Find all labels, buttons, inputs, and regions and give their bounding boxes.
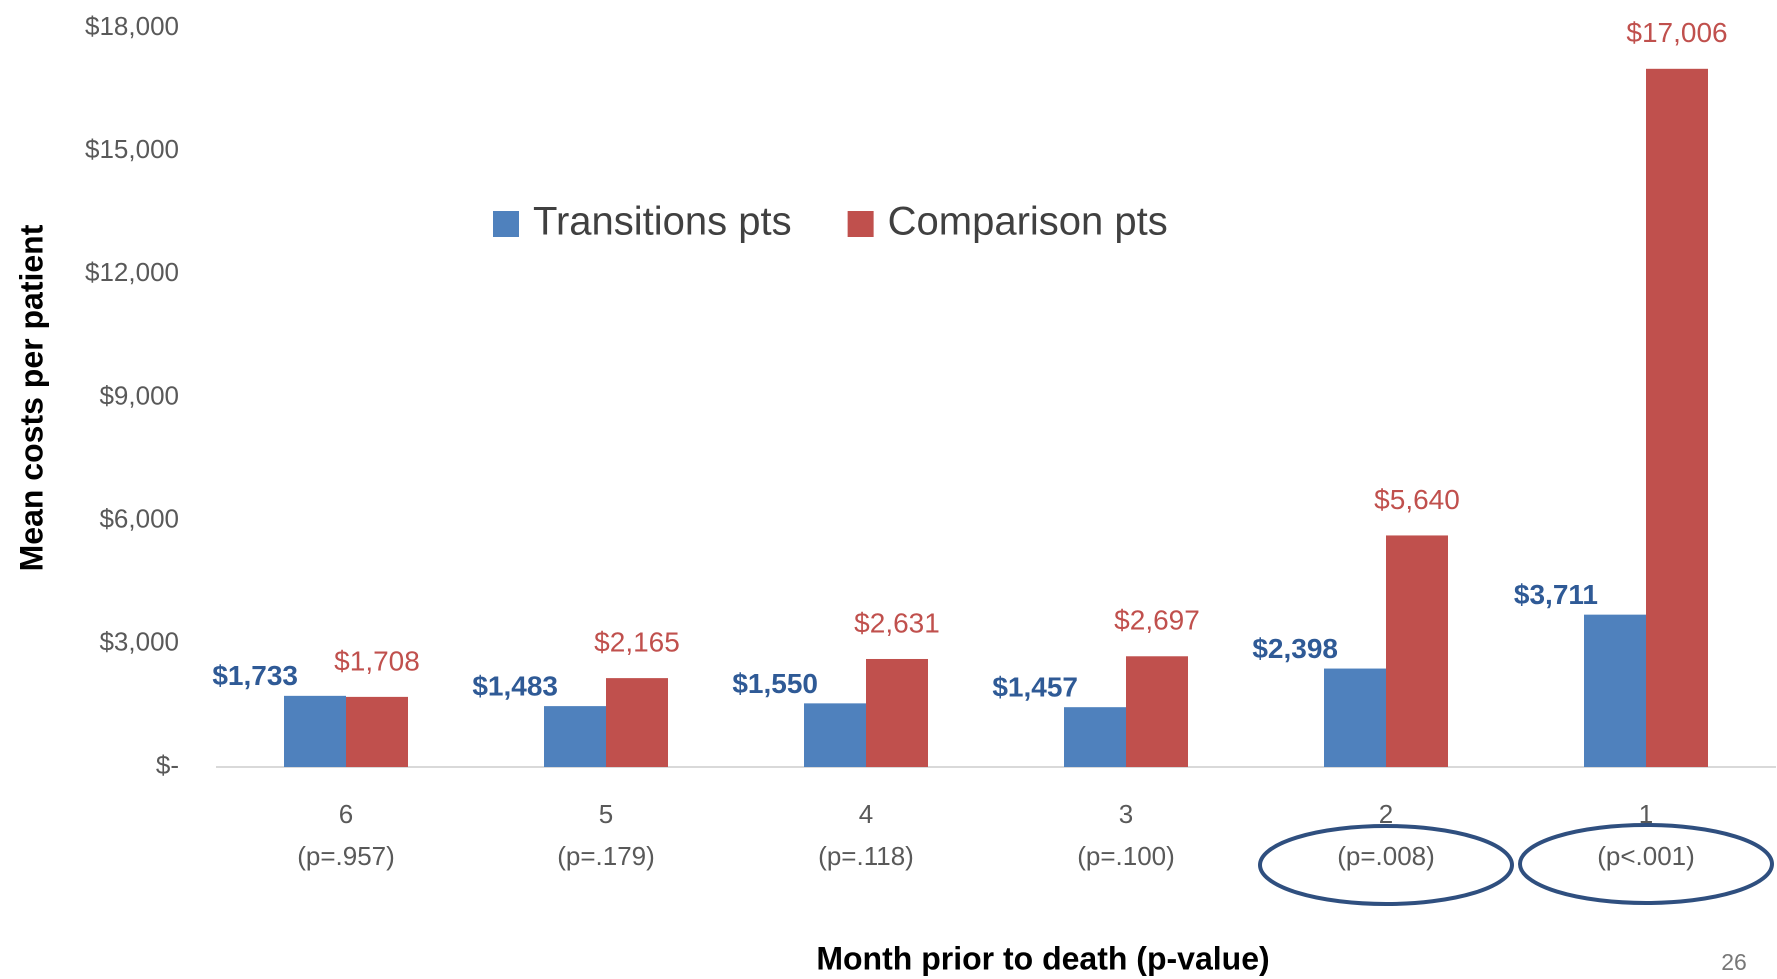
- bar: [284, 695, 346, 767]
- x-tick-label: 2: [1379, 799, 1393, 829]
- data-label: $2,398: [1252, 633, 1338, 664]
- bar: [1324, 668, 1386, 767]
- y-tick-label: $9,000: [99, 380, 179, 410]
- bar: [544, 706, 606, 767]
- x-tick-label: 6: [339, 799, 353, 829]
- data-label: $3,711: [1514, 579, 1598, 610]
- bar: [1064, 707, 1126, 767]
- highlight-ellipse: [1258, 824, 1514, 906]
- bar: [346, 696, 408, 767]
- data-label: $5,640: [1374, 484, 1460, 515]
- data-label: $1,457: [992, 672, 1078, 703]
- x-tick-sublabel: (p=.179): [557, 841, 655, 871]
- x-tick-sublabel: (p=.008): [1337, 841, 1435, 871]
- data-label: $1,708: [334, 645, 420, 676]
- legend-label: Transitions pts: [533, 200, 792, 244]
- bar: [804, 703, 866, 767]
- x-tick-label: 3: [1119, 799, 1133, 829]
- x-tick-label: 5: [599, 799, 613, 829]
- y-tick-label: $18,000: [85, 11, 179, 41]
- y-tick-label: $3,000: [99, 627, 179, 657]
- bar: [606, 678, 668, 767]
- x-tick-label: 4: [859, 799, 873, 829]
- x-tick-label: 1: [1639, 799, 1653, 829]
- x-tick-sublabel: (p<.001): [1597, 841, 1695, 871]
- data-label: $1,483: [472, 671, 558, 702]
- x-tick-sublabel: (p=.957): [297, 841, 395, 871]
- y-tick-label: $12,000: [85, 257, 179, 287]
- data-label: $2,631: [854, 607, 940, 638]
- data-label: $1,733: [212, 660, 298, 691]
- data-label: $2,697: [1114, 605, 1200, 636]
- data-label: $2,165: [594, 627, 680, 658]
- bar: [866, 658, 928, 767]
- bar: [1646, 68, 1708, 768]
- bar: [1584, 614, 1646, 767]
- y-tick-label: $15,000: [85, 134, 179, 164]
- data-label: $17,006: [1626, 17, 1727, 48]
- legend-label: Comparison pts: [888, 200, 1168, 244]
- legend-swatch: [847, 211, 874, 237]
- x-axis-title: Month prior to death (p-value): [816, 940, 1269, 976]
- x-tick-sublabel: (p=.100): [1077, 841, 1175, 871]
- y-axis-title: Mean costs per patient: [13, 224, 49, 571]
- x-tick-sublabel: (p=.118): [818, 841, 914, 871]
- y-tick-label: $6,000: [99, 504, 179, 534]
- page-number: 26: [1721, 949, 1747, 975]
- y-tick-label: $-: [156, 750, 179, 780]
- data-label: $1,550: [732, 668, 818, 699]
- bar: [1386, 535, 1448, 767]
- bar: [1126, 656, 1188, 767]
- legend-swatch: [493, 211, 519, 237]
- highlight-ellipse: [1518, 823, 1774, 905]
